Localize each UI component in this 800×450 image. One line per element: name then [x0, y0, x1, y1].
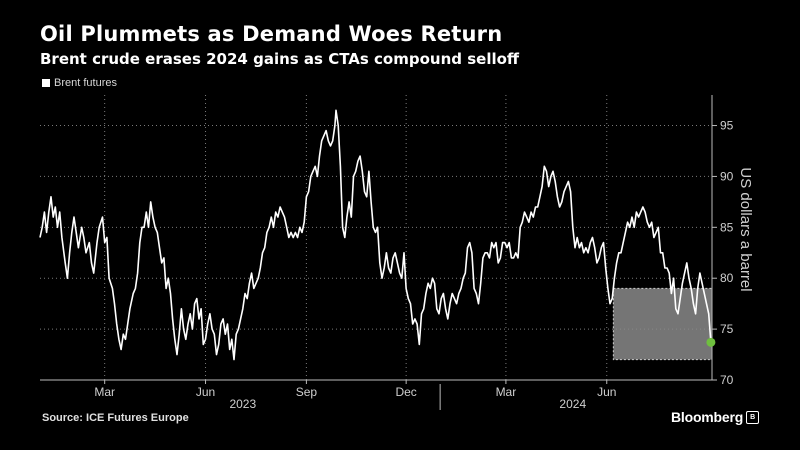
y-tick-label: 95 [720, 119, 734, 133]
bloomberg-mark-icon: B [746, 410, 760, 424]
y-tick-label: 90 [720, 169, 734, 183]
x-tick-label: Jun [196, 385, 215, 399]
source-note: Source: ICE Futures Europe [42, 412, 189, 424]
y-tick-label: 70 [720, 373, 734, 387]
y-axis-title: US dollars a barrel [737, 167, 754, 291]
bloomberg-logo: Bloomberg B [671, 409, 760, 425]
x-tick-label: Mar [496, 385, 517, 399]
series-line-brent [39, 109, 712, 361]
brand-name: Bloomberg [671, 409, 744, 425]
year-label: 2024 [559, 397, 586, 411]
x-tick-label: Dec [395, 385, 416, 399]
y-tick-label: 75 [720, 322, 734, 336]
year-label: 2023 [229, 397, 256, 411]
x-tick-label: Sep [296, 385, 318, 399]
x-tick-label: Mar [94, 385, 115, 399]
highlight-region [612, 287, 713, 361]
chart-title: Oil Plummets as Demand Woes Return [40, 22, 503, 46]
chart-subtitle: Brent crude erases 2024 gains as CTAs co… [40, 50, 520, 68]
legend-swatch [42, 79, 50, 87]
x-tick-label: Jun [597, 385, 616, 399]
y-tick-label: 85 [720, 220, 734, 234]
legend-label: Brent futures [54, 77, 117, 89]
end-marker [706, 337, 716, 347]
legend: Brent futures [42, 77, 117, 89]
y-tick-label: 80 [720, 271, 734, 285]
